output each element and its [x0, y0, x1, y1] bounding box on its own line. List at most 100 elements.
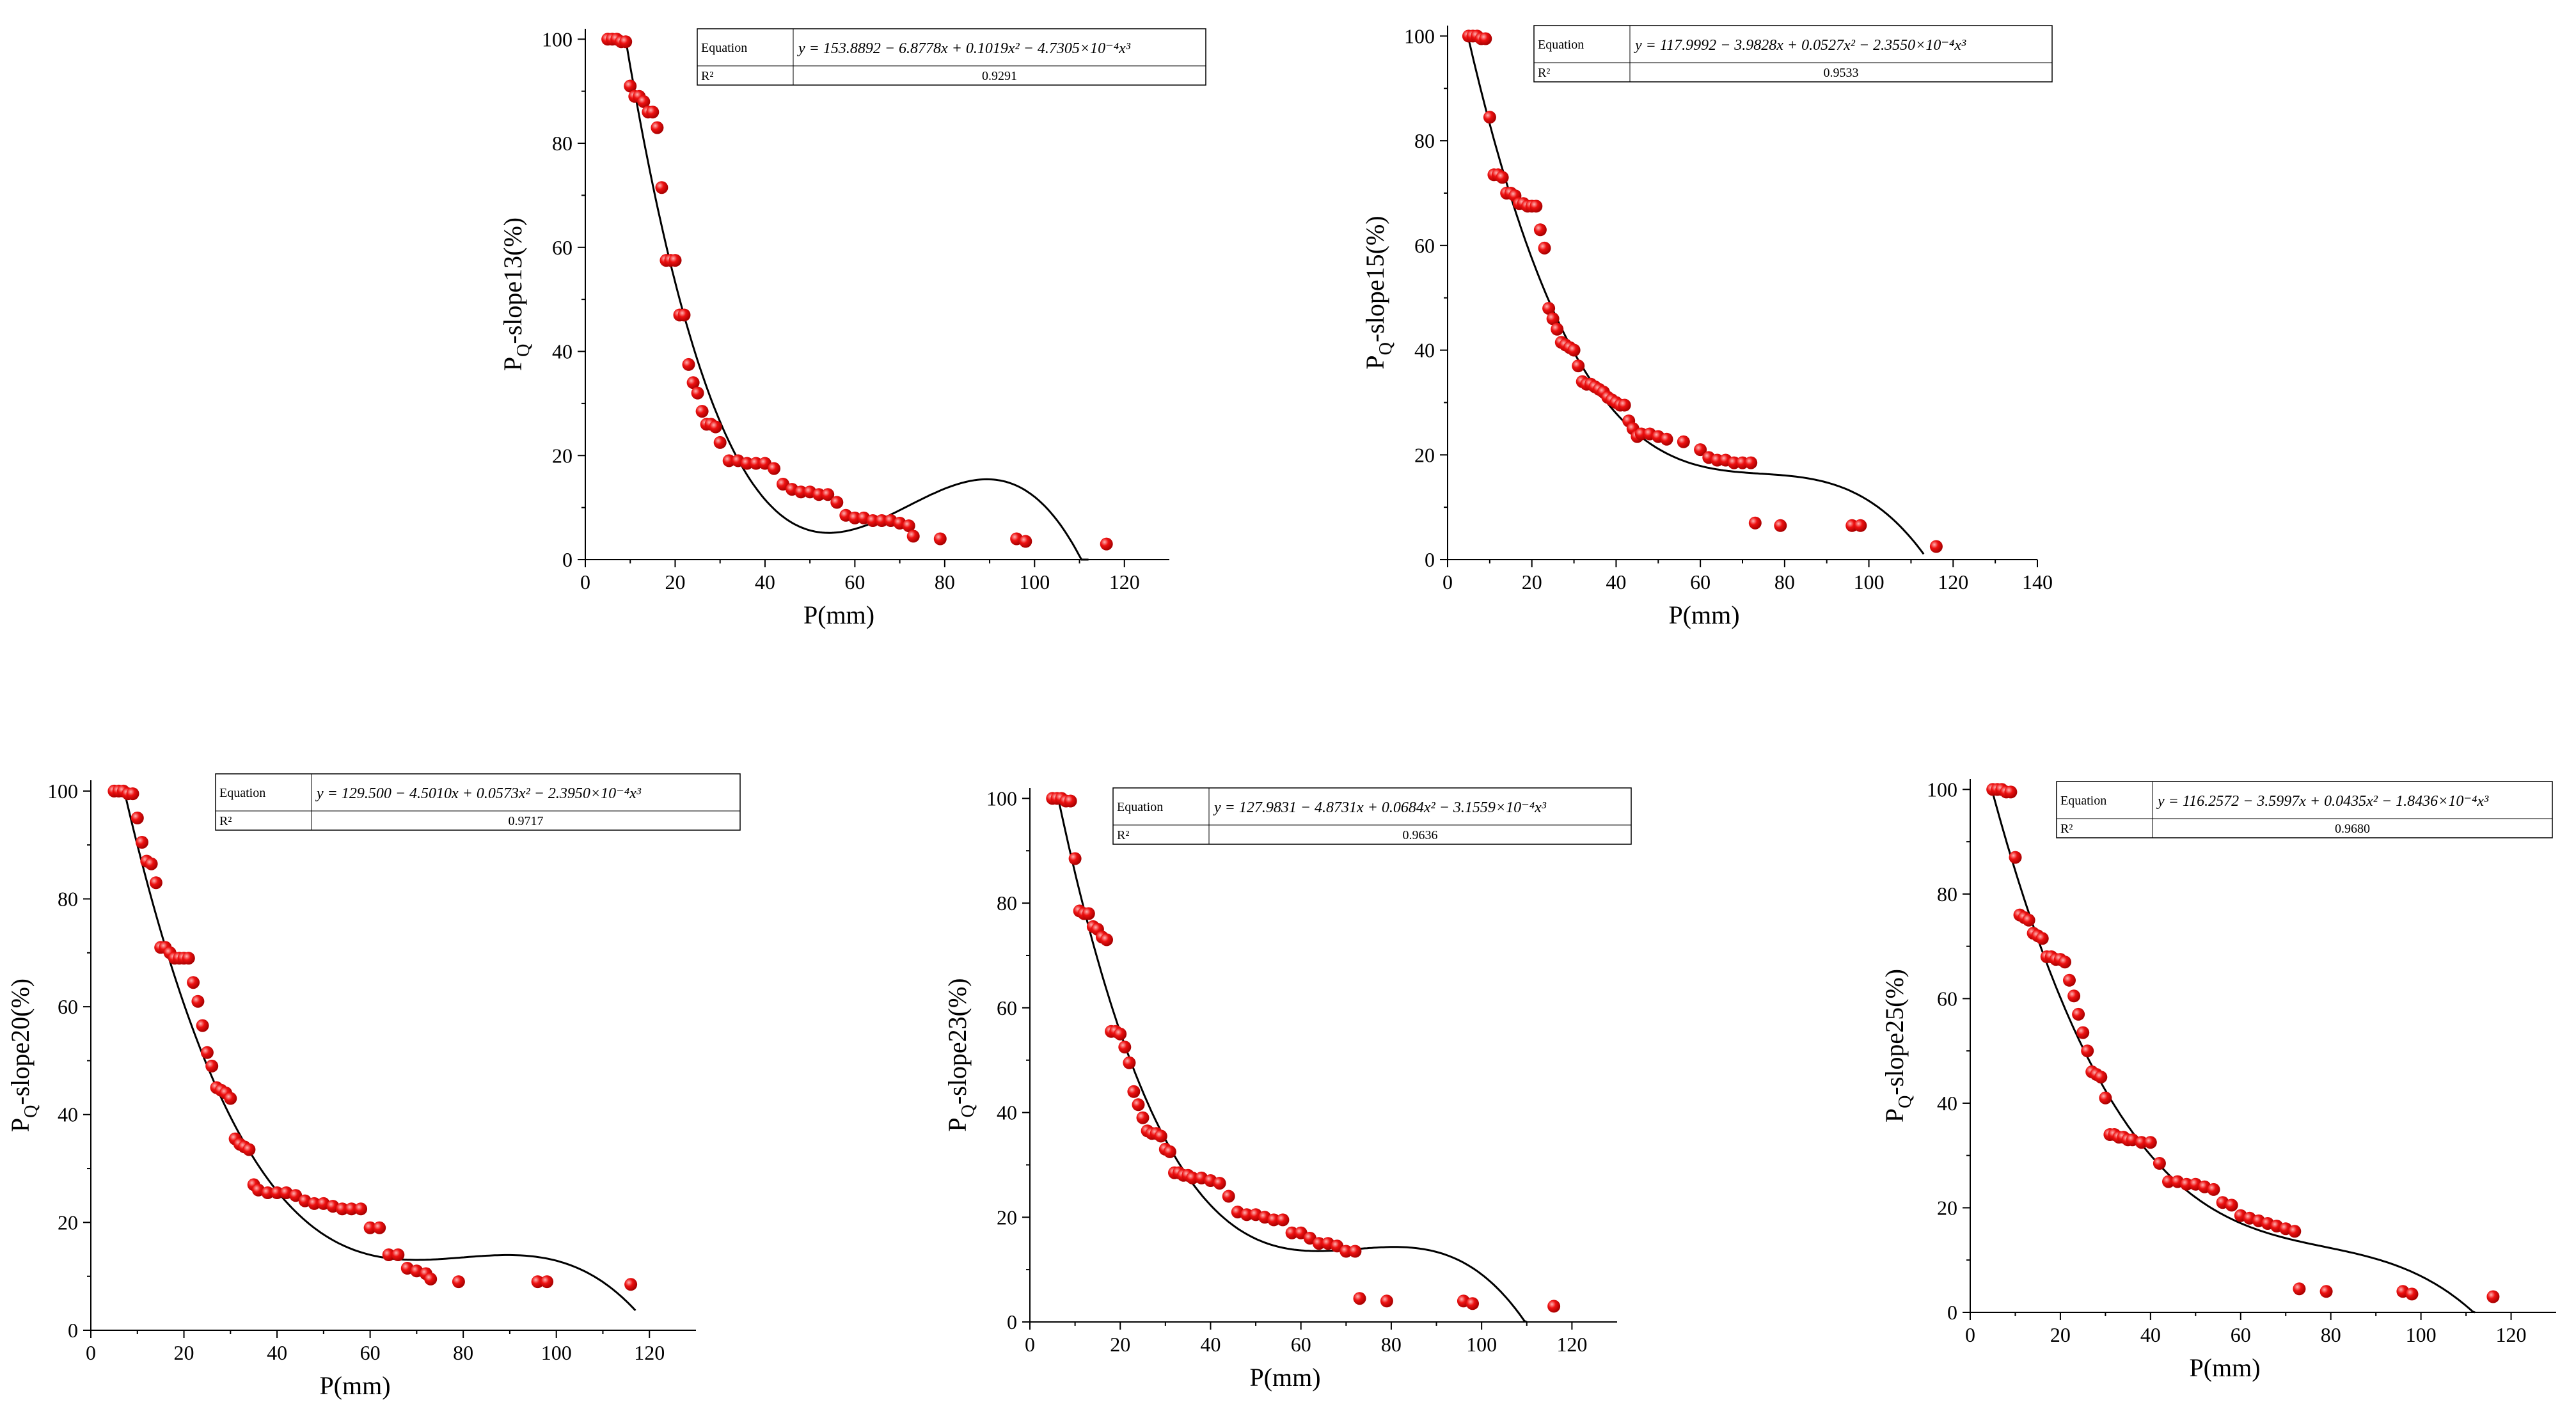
- fit-curve: [624, 39, 1089, 561]
- data-point: [289, 1189, 303, 1202]
- data-point: [2319, 1285, 2333, 1298]
- y-tick-label: 0: [562, 548, 573, 571]
- data-point: [1285, 1226, 1299, 1239]
- r2-label: R²: [1538, 66, 1550, 80]
- x-tick-label: 80: [2321, 1323, 2341, 1346]
- data-point: [2004, 785, 2018, 799]
- data-point: [191, 995, 205, 1008]
- data-point: [2035, 932, 2049, 945]
- y-tick-label: 40: [1414, 339, 1435, 362]
- x-tick-label: 40: [1606, 570, 1626, 594]
- y-label-subscript: Q: [21, 1105, 41, 1118]
- r2-label: R²: [2060, 822, 2073, 836]
- x-tick-label: 80: [935, 570, 955, 594]
- y-label-main: P: [943, 1117, 972, 1131]
- y-tick-label: 100: [47, 780, 78, 803]
- y-tick-label: 60: [58, 995, 78, 1018]
- data-point: [2162, 1175, 2175, 1188]
- data-point: [1240, 1208, 1253, 1222]
- equation-table-border: [1112, 787, 1632, 845]
- data-point: [646, 106, 660, 119]
- data-point: [2094, 1071, 2108, 1084]
- y-label-subscript: Q: [958, 1105, 978, 1117]
- data-point: [187, 976, 200, 989]
- y-tick-label: 100: [1404, 24, 1435, 47]
- x-tick-label: 100: [2406, 1323, 2437, 1346]
- equation-table: Equation y = 127.9831 − 4.8731x + 0.0684x…: [1112, 787, 1632, 845]
- data-point: [2405, 1287, 2419, 1301]
- y-label-rest: -slope15(%): [1361, 216, 1389, 342]
- equation-table: Equation y = 153.8892 − 6.8778x + 0.1019x…: [697, 28, 1206, 86]
- data-point: [2225, 1199, 2238, 1212]
- x-tick-label: 60: [360, 1341, 381, 1364]
- x-axis-label: P(mm): [319, 1371, 390, 1400]
- y-label-main: P: [1880, 1108, 1909, 1122]
- data-point: [1618, 398, 1631, 412]
- equation-text: y = 127.9831 − 4.8731x + 0.0684x² − 3.15…: [1213, 799, 1547, 816]
- data-point: [2081, 1044, 2094, 1058]
- y-tick-label: 80: [58, 887, 78, 910]
- x-tick-label: 0: [580, 570, 590, 594]
- data-point: [1127, 1085, 1141, 1098]
- data-point: [619, 35, 633, 49]
- x-tick-label: 100: [1854, 570, 1885, 594]
- data-point: [709, 420, 722, 434]
- data-point: [830, 496, 844, 509]
- data-point: [224, 1092, 237, 1105]
- data-point: [1660, 432, 1673, 446]
- y-label-rest: -slope13(%): [498, 217, 527, 344]
- data-point: [1466, 1297, 1479, 1310]
- data-point: [1483, 111, 1496, 124]
- x-tick-label: 100: [541, 1341, 572, 1364]
- x-tick-label: 100: [1019, 570, 1050, 594]
- data-point: [1118, 1041, 1132, 1054]
- chart-panel-1: 0 20 40 60 80 100 120 0 20 40 60 80 100 P(mm) PQ-slope…: [498, 28, 1206, 629]
- data-point: [722, 454, 736, 468]
- data-point: [1186, 1171, 1199, 1184]
- data-point: [2207, 1183, 2220, 1196]
- data-point: [1339, 1245, 1353, 1258]
- equation-table-border: [1533, 25, 2053, 83]
- x-tick-label: 20: [2050, 1323, 2071, 1346]
- r2-label: R²: [219, 814, 232, 828]
- y-label-main: P: [498, 357, 527, 371]
- data-point: [271, 1186, 284, 1199]
- x-tick-label: 60: [1690, 570, 1711, 594]
- data-point: [848, 511, 862, 524]
- y-axis-label: PQ-slope15(%): [1361, 216, 1396, 369]
- data-point: [1538, 241, 1551, 255]
- data-point: [391, 1248, 405, 1261]
- equation-table-border: [215, 773, 741, 831]
- data-point: [1082, 907, 1095, 920]
- r2-value: 0.9291: [982, 69, 1017, 83]
- data-point: [308, 1197, 321, 1210]
- x-tick-label: 60: [2231, 1323, 2251, 1346]
- data-point: [933, 532, 947, 546]
- data-point: [655, 181, 668, 194]
- y-tick-label: 0: [68, 1319, 78, 1342]
- data-point: [2067, 989, 2081, 1003]
- data-point: [1546, 312, 1560, 326]
- fit-curve: [1991, 792, 2476, 1314]
- data-point: [1100, 933, 1113, 947]
- data-point: [336, 1202, 349, 1216]
- data-point: [1353, 1292, 1366, 1305]
- data-point: [1694, 443, 1707, 457]
- data-point: [740, 457, 754, 470]
- y-tick-label: 60: [552, 236, 573, 259]
- x-axis-label: P(mm): [2189, 1353, 2260, 1382]
- data-point: [1929, 540, 1943, 553]
- data-point: [1533, 223, 1547, 237]
- data-point: [713, 436, 727, 449]
- data-point: [794, 485, 808, 499]
- data-point: [1114, 1027, 1127, 1041]
- equation-text: y = 117.9992 − 3.9828x + 0.0527x² − 2.35…: [1634, 37, 1966, 54]
- data-point: [382, 1248, 395, 1261]
- data-point: [2135, 1136, 2148, 1149]
- y-tick-label: 20: [1937, 1196, 1957, 1219]
- data-point: [1100, 537, 1113, 551]
- data-point: [1572, 359, 1585, 373]
- y-axis-label: PQ-slope25(%): [1880, 969, 1915, 1122]
- y-label-subscript: Q: [1376, 342, 1396, 355]
